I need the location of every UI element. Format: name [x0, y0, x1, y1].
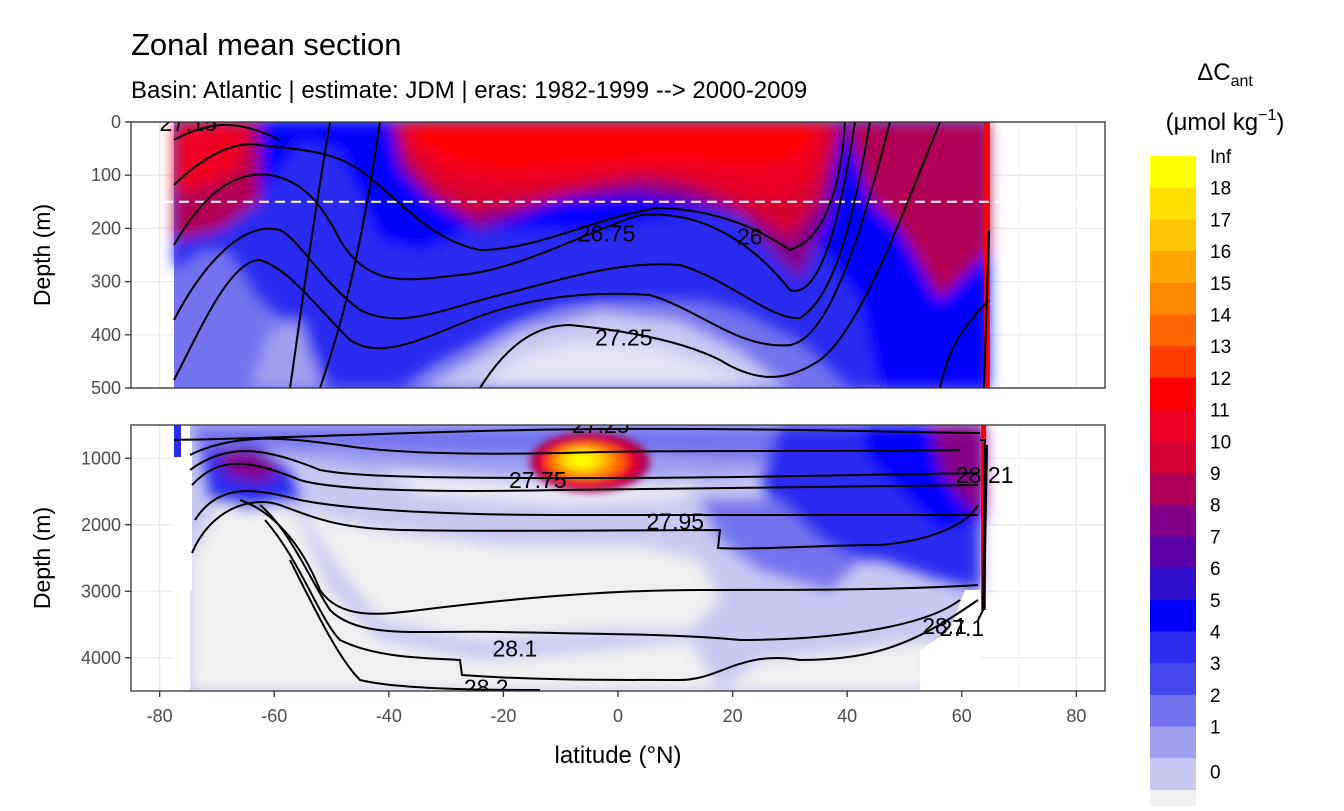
contour-label: 28.2: [464, 675, 509, 701]
legend-swatch: [1150, 282, 1196, 315]
contour-labels-upper: 26.75 26 27.25 27.15: [160, 110, 763, 350]
contour-label: 26: [737, 223, 763, 249]
legend-swatch: [1150, 504, 1196, 537]
legend-swatch: [1150, 726, 1196, 759]
contour-label: 27.25: [595, 324, 653, 350]
panel-upper: 26.75 26 27.25 27.15 0 100 200 300 400 500 Depth…: [29, 110, 1106, 398]
contour-label: 28.1: [492, 635, 537, 661]
legend-swatch: [1150, 441, 1196, 474]
legend-label: 9: [1210, 464, 1221, 485]
legend-swatch: [1150, 694, 1196, 728]
x-tick-label: -60: [261, 706, 287, 726]
contour-label: 27.75: [509, 467, 567, 493]
legend-colorbar: [1150, 156, 1196, 811]
legend-swatch: [1150, 473, 1196, 506]
legend-swatch: [1150, 251, 1196, 284]
y-tick-label: 500: [91, 378, 121, 398]
x-tick-label: 20: [723, 706, 743, 726]
x-tick-label: 60: [952, 706, 972, 726]
legend-swatch: [1150, 219, 1196, 252]
contour-label: 27.1: [939, 615, 984, 641]
x-tick-label: -80: [147, 706, 173, 726]
legend-label: 0: [1210, 762, 1221, 783]
y-tick-label: 2000: [81, 515, 121, 535]
legend-swatch: [1150, 156, 1196, 189]
legend-swatch: [1150, 790, 1196, 811]
legend-label: 1: [1210, 718, 1221, 739]
legend-label: 18: [1210, 179, 1231, 200]
legend-label: 2: [1210, 686, 1221, 707]
legend-label: 12: [1210, 369, 1231, 390]
legend-swatch: [1150, 314, 1196, 347]
y-axis-upper: 0 100 200 300 400 500: [91, 112, 131, 398]
legend: ΔCant (μmol kg−1) Inf1817161514131211109…: [1150, 59, 1285, 811]
y-axis-lower: 1000 2000 3000 4000: [81, 448, 131, 668]
x-axis: -80 -60 -40 -20 0 20 40 60 80: [147, 691, 1086, 726]
y-tick-label: 200: [91, 218, 121, 238]
y-tick-label: 4000: [81, 648, 121, 668]
legend-label: 11: [1210, 401, 1230, 422]
contour-label: 27.15: [160, 110, 218, 136]
contour-label: 28.21: [956, 462, 1014, 488]
x-tick-label: -20: [490, 706, 516, 726]
legend-swatch: [1150, 377, 1196, 411]
legend-swatch: [1150, 758, 1196, 791]
legend-swatch: [1150, 568, 1196, 601]
x-tick-label: 40: [837, 706, 857, 726]
legend-label: 10: [1210, 432, 1231, 453]
y-tick-label: 1000: [81, 448, 121, 468]
legend-label: Inf: [1210, 147, 1232, 168]
legend-swatch: [1150, 631, 1196, 664]
x-tick-label: 0: [613, 706, 623, 726]
legend-label: 6: [1210, 559, 1221, 580]
y-tick-label: 100: [91, 165, 121, 185]
contour-label: 28.1: [922, 613, 967, 639]
contours-lower: [173, 427, 988, 691]
y-tick-label: 3000: [81, 581, 121, 601]
legend-title: ΔCant: [1197, 59, 1253, 90]
legend-label: 5: [1210, 591, 1221, 612]
legend-label: 14: [1210, 306, 1232, 327]
contours-upper: [173, 122, 990, 388]
legend-swatch: [1150, 346, 1196, 379]
legend-swatch: [1150, 599, 1196, 632]
legend-label: 13: [1210, 337, 1231, 358]
y-tick-label: 400: [91, 325, 121, 345]
field-upper: 26.75 26 27.25 27.15: [131, 110, 1105, 388]
legend-label: 15: [1210, 274, 1231, 295]
chart-subtitle: Basin: Atlantic | estimate: JDM | eras: …: [131, 77, 807, 104]
legend-label: 16: [1210, 242, 1231, 263]
legend-label: 4: [1210, 623, 1221, 644]
x-tick-label: -40: [376, 706, 402, 726]
chart-title: Zonal mean section: [131, 27, 402, 62]
y-tick-label: 0: [111, 112, 121, 132]
legend-label: 3: [1210, 654, 1221, 675]
x-tick-label: 80: [1066, 706, 1086, 726]
y-axis-label-lower: Depth (m): [29, 507, 55, 609]
contour-label: 27.95: [647, 508, 705, 534]
y-tick-label: 300: [91, 272, 121, 292]
legend-label: 7: [1210, 527, 1221, 548]
legend-swatch: [1150, 536, 1196, 569]
legend-units: (μmol kg−1): [1166, 107, 1285, 136]
legend-swatch: [1150, 663, 1196, 696]
legend-swatch: [1150, 409, 1196, 442]
legend-label: 17: [1210, 210, 1231, 231]
x-axis-label: latitude (°N): [555, 742, 682, 769]
legend-label: 8: [1210, 496, 1221, 517]
contour-label: 27.25: [572, 412, 630, 438]
legend-swatch: [1150, 187, 1196, 220]
contour-label: 26.75: [578, 221, 636, 247]
y-axis-label-upper: Depth (m): [29, 204, 55, 306]
